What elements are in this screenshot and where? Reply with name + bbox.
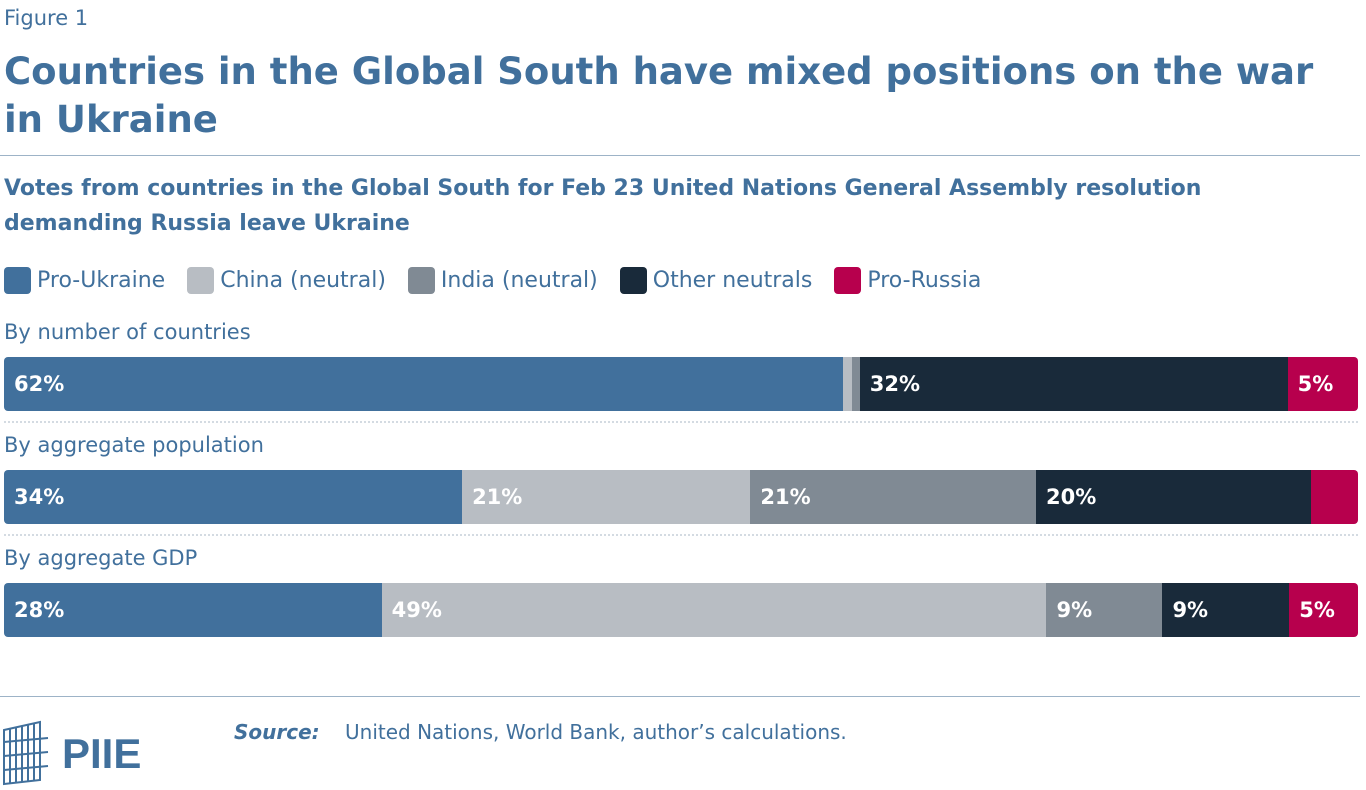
data-label: 32% (869, 372, 920, 396)
legend-swatch (619, 266, 647, 294)
legend-label: Pro-Ukraine (37, 267, 166, 293)
bar-segment: 21% (750, 470, 1036, 524)
data-label: 62% (14, 372, 65, 396)
category-label: By aggregate population (4, 433, 264, 457)
stacked-bar: 62% 32% 5% (4, 357, 1358, 411)
logo-mark-icon (3, 720, 49, 786)
stacked-bar: 28% 49% 9% 9% 5% (4, 583, 1358, 637)
category-label: By number of countries (4, 320, 251, 344)
footer-divider (0, 696, 1360, 697)
bar-segment: 9% (1046, 583, 1163, 637)
data-label: 28% (14, 598, 65, 622)
legend-label: China (neutral) (220, 267, 386, 293)
row-separator (4, 534, 1358, 536)
logo-text: PIIE (62, 730, 141, 777)
data-label: 9% (1172, 598, 1209, 622)
bar-segment: 49% (381, 583, 1047, 637)
source-text: United Nations, World Bank, author’s cal… (345, 720, 847, 744)
row-separator (4, 421, 1358, 423)
legend-swatch (834, 266, 862, 294)
bar-segment: 21% (462, 470, 751, 524)
data-label: 5% (1299, 598, 1335, 622)
data-label: 9% (1056, 598, 1093, 622)
legend-label: Other neutrals (652, 267, 813, 293)
title-divider (0, 155, 1360, 156)
source-key: Source: (234, 720, 320, 744)
bar-segment (843, 357, 852, 411)
bar-segment: 9% (1162, 583, 1290, 637)
chart-title: Countries in the Global South have mixed… (4, 50, 1314, 141)
bar-segment (851, 357, 860, 411)
bar-segment: 5% (1289, 583, 1358, 637)
bar-segment (1310, 470, 1358, 524)
data-label: 34% (14, 485, 65, 509)
bar-segment: 5% (1287, 357, 1358, 411)
legend-item: China (neutral) (187, 266, 386, 294)
category-label: By aggregate GDP (4, 546, 198, 570)
legend-item: India (neutral) (407, 266, 598, 294)
legend-label: India (neutral) (440, 267, 598, 293)
data-label: 49% (391, 598, 442, 622)
stacked-bar: 34% 21% 21% 20% (4, 470, 1358, 524)
legend-item: Pro-Ukraine (4, 266, 166, 294)
chart-subtitle: Votes from countries in the Global South… (4, 176, 1202, 236)
data-label: 20% (1046, 485, 1097, 509)
data-label: 21% (472, 485, 523, 509)
legend-swatch (407, 266, 435, 294)
data-label: 5% (1297, 372, 1334, 396)
legend-label: Pro-Russia (867, 267, 982, 293)
figure-label: Figure 1 (4, 6, 89, 30)
bar-segment: 20% (1036, 470, 1311, 524)
bar-segment: 62% (4, 357, 844, 411)
bar-segment: 34% (4, 470, 463, 524)
legend-swatch (4, 266, 31, 294)
piie-logo: PIIE (3, 720, 141, 786)
chart-legend: Pro-Ukraine China (neutral) India (neutral… (4, 266, 1003, 294)
bar-segment: 32% (859, 357, 1288, 411)
legend-item: Pro-Russia (834, 266, 982, 294)
bar-segment: 28% (4, 583, 382, 637)
data-label: 21% (760, 485, 811, 509)
legend-item: Other neutrals (619, 266, 813, 294)
legend-swatch (187, 266, 215, 294)
